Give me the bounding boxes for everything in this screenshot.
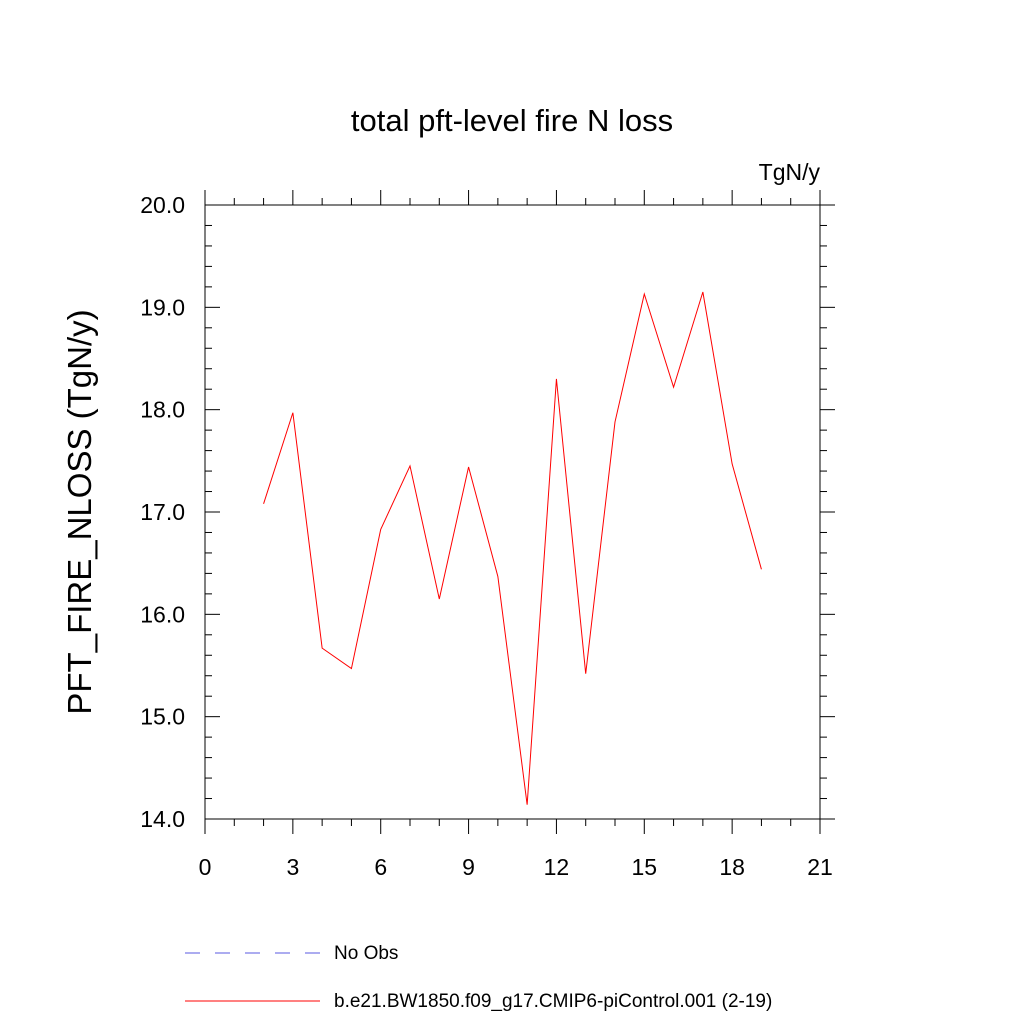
y-tick-label: 17.0 bbox=[140, 499, 185, 525]
y-tick-label: 15.0 bbox=[140, 704, 185, 730]
y-tick-label: 14.0 bbox=[140, 806, 185, 832]
legend-label-model: b.e21.BW1850.f09_g17.CMIP6-piControl.001… bbox=[334, 991, 772, 1012]
series-line bbox=[263, 291, 762, 805]
axis-ticks bbox=[204, 190, 835, 834]
x-tick-label: 0 bbox=[199, 854, 212, 880]
x-tick-label: 18 bbox=[719, 854, 745, 880]
y-tick-label: 18.0 bbox=[140, 397, 185, 423]
y-tick-label: 20.0 bbox=[140, 192, 185, 218]
y-axis-label: PFT_FIRE_NLOSS (TgN/y) bbox=[61, 309, 98, 714]
x-tick-label: 21 bbox=[807, 854, 833, 880]
y-tick-label: 16.0 bbox=[140, 601, 185, 627]
legend-label-no-obs: No Obs bbox=[334, 943, 398, 964]
legend: No Obs b.e21.BW1850.f09_g17.CMIP6-piCont… bbox=[185, 943, 772, 1012]
chart-title: total pft-level fire N loss bbox=[351, 103, 673, 138]
units-label: TgN/y bbox=[759, 159, 821, 185]
x-tick-label: 6 bbox=[374, 854, 387, 880]
y-tick-label: 19.0 bbox=[140, 294, 185, 320]
plot-frame bbox=[204, 204, 821, 820]
axis-tick-labels: 0 3 6 9 12 15 18 21 14.0 15.0 16.0 17.0 18.0 19.0 20.0 bbox=[140, 192, 833, 880]
x-tick-label: 12 bbox=[544, 854, 570, 880]
data-series bbox=[263, 291, 762, 805]
x-tick-label: 9 bbox=[462, 854, 475, 880]
x-tick-label: 3 bbox=[286, 854, 299, 880]
x-tick-label: 15 bbox=[631, 854, 657, 880]
